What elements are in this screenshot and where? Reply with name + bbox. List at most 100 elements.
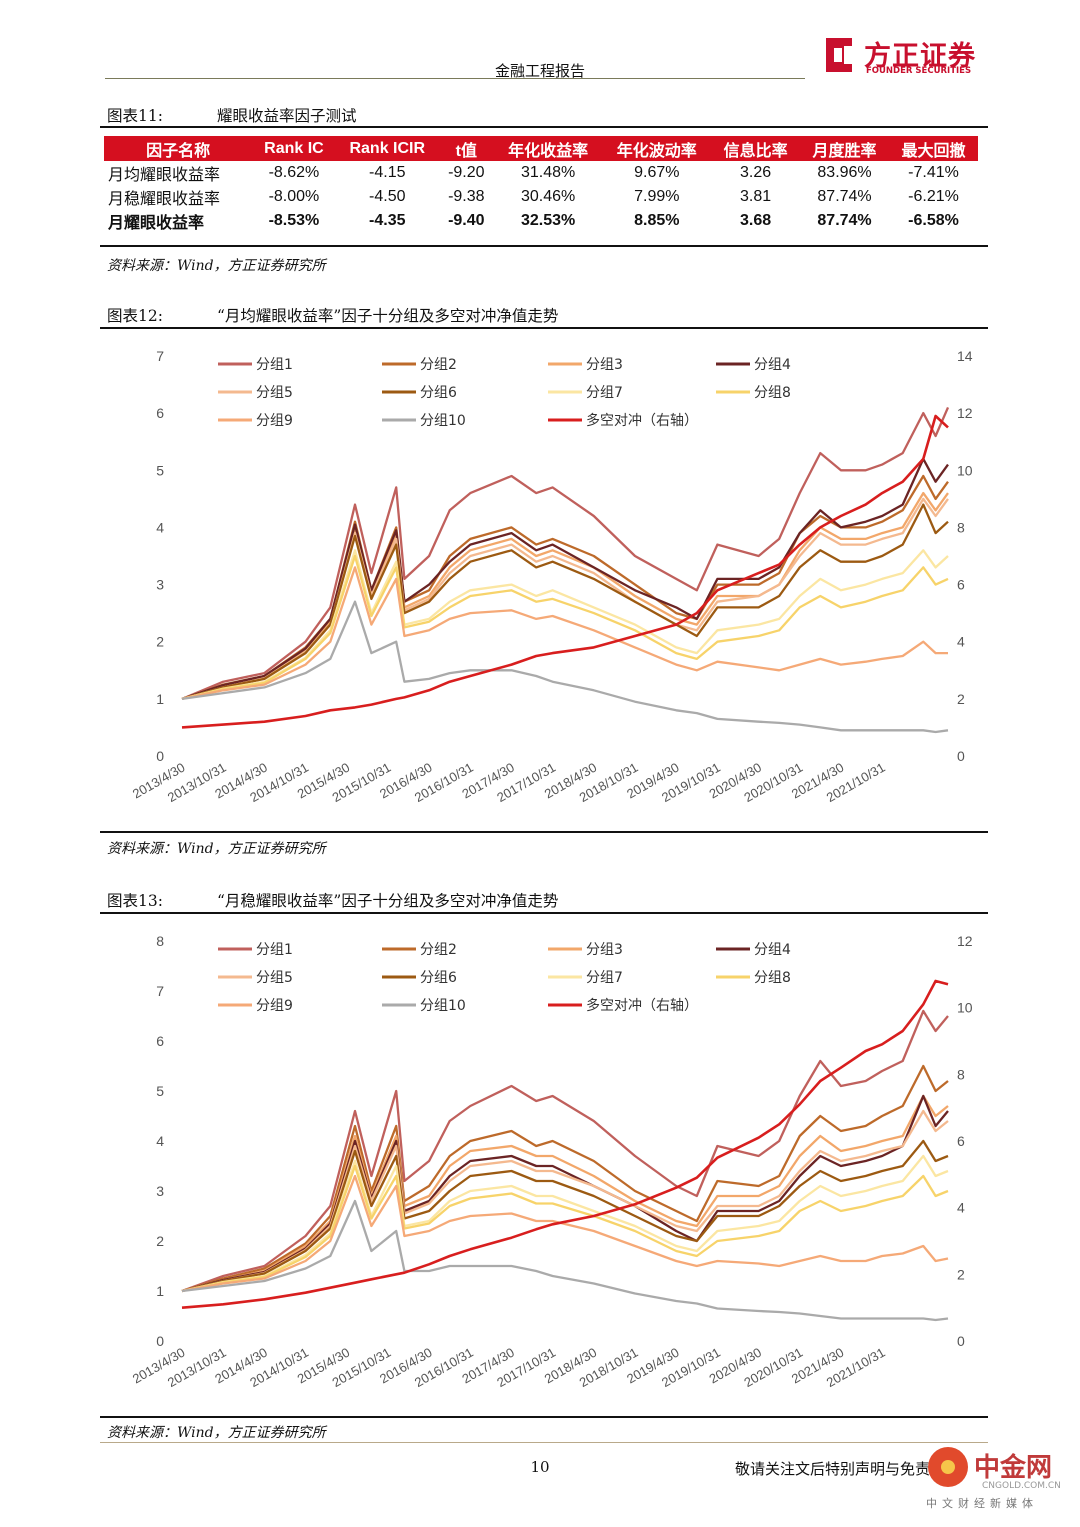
y-left-tick-label: 7 <box>156 348 164 364</box>
col-header: 月度胜率 <box>800 136 889 161</box>
col-header: t值 <box>438 136 494 161</box>
table-cell: 月均耀眼收益率 <box>108 167 221 184</box>
y-left-tick-label: 5 <box>156 462 164 478</box>
legend-label: 分组2 <box>420 942 457 958</box>
table-row: 月耀眼收益率 -8.53% -4.35 -9.40 32.53% 8.85% 3… <box>104 209 978 233</box>
watermark-url: CNGOLD.COM.CN <box>982 1481 1061 1491</box>
logo-english-name: FOUNDER SECURITIES <box>866 66 972 76</box>
fig12-source: 资料来源：Wind，方正证券研究所 <box>107 841 326 857</box>
table-cell: -7.41% <box>908 164 959 181</box>
legend-label: 分组1 <box>256 942 293 958</box>
series-line-7 <box>181 1154 949 1293</box>
y-left-tick-label: 4 <box>156 519 164 535</box>
y-right-tick-label: 2 <box>957 1266 965 1282</box>
y-left-tick-label: 1 <box>156 1283 164 1299</box>
table-cell: 31.48% <box>520 164 576 181</box>
series-line-5 <box>181 1109 949 1293</box>
table-cell: -9.40 <box>448 212 485 229</box>
footer-disclaimer: 敬请关注文后特别声明与免责条款 <box>735 1460 961 1478</box>
legend-label: 分组7 <box>586 385 623 401</box>
table-cell: 月稳耀眼收益率 <box>108 191 221 208</box>
fig13-source: 资料来源：Wind，方正证券研究所 <box>107 1425 326 1441</box>
legend-label: 分组1 <box>256 357 293 373</box>
logo-chinese-name: 方正证券 <box>864 41 976 72</box>
fig13-top-rule <box>100 912 988 914</box>
fig13-bottom-rule <box>100 1416 988 1418</box>
col-header: 最大回撤 <box>888 136 978 161</box>
table-cell: -6.58% <box>908 212 959 229</box>
fig13-number: 图表13: <box>107 892 163 910</box>
series-line-11 <box>181 979 949 1309</box>
y-right-tick-label: 2 <box>957 691 965 707</box>
fig12-bottom-rule <box>100 831 988 833</box>
table-row: 月稳耀眼收益率 -8.00% -4.50 -9.38 30.46% 7.99% … <box>104 185 978 209</box>
col-header: 年化波动率 <box>602 136 712 161</box>
fig11-top-rule <box>100 126 988 128</box>
watermark-tagline: 中文财经新媒体 <box>926 1497 1038 1510</box>
table-cell: -4.50 <box>369 188 406 205</box>
footer-divider <box>100 1442 988 1443</box>
y-left-tick-label: 3 <box>156 577 164 593</box>
founder-logo: 方正证券 FOUNDER SECURITIES <box>822 34 982 78</box>
series-line-8 <box>181 554 949 701</box>
col-header: 因子名称 <box>104 136 253 161</box>
table-cell: 8.85% <box>634 212 680 229</box>
y-right-tick-label: 14 <box>957 348 973 364</box>
table-cell: 月耀眼收益率 <box>108 215 205 232</box>
legend-label: 多空对冲（右轴） <box>586 412 698 429</box>
legend-label: 分组7 <box>586 970 623 986</box>
fig12-line-chart: 01234567024681012142013/4/302013/10/3120… <box>130 348 973 805</box>
y-left-tick-label: 6 <box>156 405 164 421</box>
series-line-1 <box>181 1009 949 1293</box>
series-line-7 <box>181 549 949 701</box>
y-right-tick-label: 0 <box>957 1333 965 1349</box>
series-line-5 <box>181 497 949 701</box>
table-cell: 87.74% <box>817 188 872 205</box>
cngold-watermark: 中金网 CNGOLD.COM.CN 中文财经新媒体 <box>920 1437 1080 1527</box>
legend-label: 分组4 <box>754 357 791 373</box>
fig11-bottom-rule <box>100 245 988 247</box>
table-cell: 3.81 <box>740 188 772 205</box>
table-cell: 30.46% <box>520 188 576 205</box>
y-right-tick-label: 10 <box>957 1000 973 1016</box>
y-right-tick-label: 4 <box>957 634 965 650</box>
header-divider <box>105 78 805 79</box>
legend-label: 分组8 <box>754 385 791 401</box>
col-header: Rank IC <box>252 136 336 161</box>
table-cell: -4.35 <box>369 212 406 229</box>
series-line-6 <box>181 503 949 701</box>
legend-label: 分组6 <box>420 970 457 986</box>
y-right-tick-label: 12 <box>957 933 973 949</box>
table-cell: 32.53% <box>520 212 576 229</box>
table-cell: -8.62% <box>268 164 320 181</box>
legend-label: 分组8 <box>754 970 791 986</box>
table-cell: 9.67% <box>634 164 680 181</box>
col-header: 信息比率 <box>711 136 801 161</box>
fig13-title-row: 图表13: “月稳耀眼收益率”因子十分组及多空对冲净值走势 <box>107 889 558 911</box>
legend-label: 分组9 <box>256 998 293 1014</box>
table-cell: -4.15 <box>369 164 406 181</box>
table-cell: 83.96% <box>817 164 872 181</box>
fig12-top-rule <box>100 327 988 329</box>
table-cell: -8.00% <box>268 188 320 205</box>
table-cell: -6.21% <box>908 188 959 205</box>
legend-label: 分组10 <box>420 413 466 429</box>
y-right-tick-label: 8 <box>957 1066 965 1082</box>
table-cell: 7.99% <box>634 188 680 205</box>
fig13-line-chart: 0123456780246810122013/4/302013/10/31201… <box>130 933 973 1390</box>
table-header-row: 因子名称 Rank IC Rank ICIR t值 年化收益率 年化波动率 信息… <box>104 136 978 161</box>
legend-label: 分组4 <box>754 942 791 958</box>
page-number: 10 <box>530 1458 550 1476</box>
fig11-number: 图表11: <box>107 107 163 125</box>
y-right-tick-label: 6 <box>957 577 965 593</box>
fig12-title: “月均耀眼收益率”因子十分组及多空对冲净值走势 <box>217 307 559 325</box>
y-left-tick-label: 0 <box>156 1333 164 1349</box>
fig11-source: 资料来源：Wind，方正证券研究所 <box>107 258 326 274</box>
series-line-10 <box>181 600 949 734</box>
table-cell: -9.38 <box>448 188 485 205</box>
y-right-tick-label: 10 <box>957 462 973 478</box>
fig11-title-row: 图表11: 耀眼收益率因子测试 <box>107 104 357 126</box>
y-right-tick-label: 8 <box>957 519 965 535</box>
series-line-1 <box>181 406 950 700</box>
y-left-tick-label: 5 <box>156 1083 164 1099</box>
